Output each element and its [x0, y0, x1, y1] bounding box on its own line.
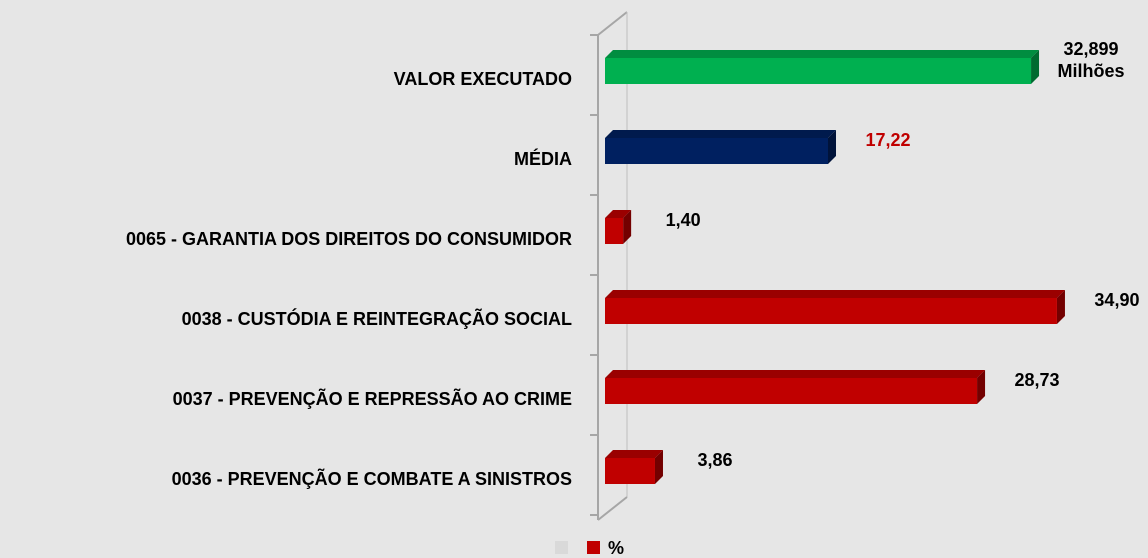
- bar: [605, 290, 1065, 324]
- category-label: 0036 - PREVENÇÃO E COMBATE A SINISTROS: [172, 468, 572, 489]
- bar-face: [654, 450, 663, 484]
- bar-face: [605, 378, 978, 404]
- bar-face: [605, 210, 632, 218]
- value-label: 28,73: [1014, 370, 1060, 390]
- bar-face: [605, 370, 986, 378]
- bar-face: [977, 370, 986, 404]
- bar: [605, 450, 663, 484]
- bar-face: [605, 450, 663, 458]
- bar: [605, 130, 836, 164]
- bar-face: [827, 130, 836, 164]
- legend-swatch-blank: [555, 541, 568, 554]
- legend-swatch: [587, 541, 600, 554]
- axis-depth: [597, 11, 628, 36]
- bar-face: [605, 130, 836, 138]
- bar-face: [605, 298, 1057, 324]
- value-label: 17,22: [865, 130, 911, 150]
- bar: [605, 370, 986, 404]
- category-label: 0038 - CUSTÓDIA E REINTEGRAÇÃO SOCIAL: [182, 308, 572, 329]
- bar: [605, 50, 1040, 84]
- bar-face: [623, 210, 632, 244]
- bar-face: [605, 50, 1040, 58]
- bar-face: [605, 138, 828, 164]
- category-label: 0037 - PREVENÇÃO E REPRESSÃO AO CRIME: [173, 388, 572, 409]
- bar-face: [1031, 50, 1040, 84]
- bar-face: [1056, 290, 1065, 324]
- bar-face: [605, 58, 1032, 84]
- category-label: 0065 - GARANTIA DOS DIREITOS DO CONSUMID…: [126, 229, 572, 249]
- category-label: VALOR EXECUTADO: [394, 69, 572, 89]
- value-label: 34,90: [1094, 290, 1140, 310]
- legend-label: %: [608, 538, 624, 558]
- value-label: 32,899 Milhões: [1057, 39, 1125, 81]
- value-label: 3,86: [697, 450, 733, 470]
- category-label: MÉDIA: [514, 148, 572, 169]
- bar-face: [605, 218, 624, 244]
- bar-face: [605, 290, 1065, 298]
- axis-depth: [597, 496, 628, 521]
- bar-face: [605, 458, 655, 484]
- bar: [605, 210, 632, 244]
- value-label: 1,40: [665, 210, 701, 230]
